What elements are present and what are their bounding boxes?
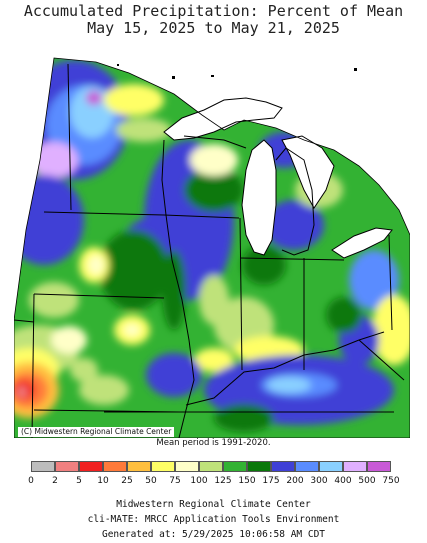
legend-tick-label: 300	[310, 476, 328, 486]
region-outline	[14, 57, 410, 438]
legend-tick-label: 400	[334, 476, 352, 486]
legend-swatch	[247, 461, 271, 472]
legend-tick-label: 10	[97, 476, 109, 486]
footer-generated: Generated at: 5/29/2025 10:06:58 AM CDT	[101, 529, 326, 540]
legend-swatch	[31, 461, 55, 472]
legend-tick-label: 75	[169, 476, 181, 486]
legend-tick-label: 125	[214, 476, 232, 486]
mean-period-note: Mean period is 1991-2020.	[156, 438, 271, 448]
legend-swatch	[199, 461, 223, 472]
legend-tick-label: 25	[121, 476, 133, 486]
legend-tick-label: 100	[190, 476, 208, 486]
legend-swatch	[79, 461, 103, 472]
legend-tick-label: 150	[238, 476, 256, 486]
precipitation-map	[14, 40, 410, 438]
color-legend	[31, 461, 391, 472]
legend-swatch	[175, 461, 199, 472]
legend-swatch	[343, 461, 367, 472]
legend-swatch	[271, 461, 295, 472]
legend-tick-label: 175	[262, 476, 280, 486]
legend-tick-label: 200	[286, 476, 304, 486]
map-title: Accumulated Precipitation: Percent of Me…	[23, 2, 404, 20]
legend-tick-label: 750	[382, 476, 400, 486]
islands	[117, 64, 357, 79]
legend-swatch	[367, 461, 391, 472]
legend-labels: 0 2 5 10 25 50 75 100 125 150 175 200 300 400 500 750	[0, 476, 427, 488]
legend-swatch	[151, 461, 175, 472]
legend-swatch	[295, 461, 319, 472]
legend-swatch	[127, 461, 151, 472]
legend-swatch	[319, 461, 343, 472]
footer-tool: cli-MATE: MRCC Application Tools Environ…	[87, 514, 340, 525]
copyright-notice: (C) Midwestern Regional Climate Center	[18, 427, 175, 437]
legend-swatch	[223, 461, 247, 472]
map-date-range: May 15, 2025 to May 21, 2025	[87, 19, 340, 37]
legend-tick-label: 2	[52, 476, 58, 486]
legend-tick-label: 500	[358, 476, 376, 486]
legend-swatch	[55, 461, 79, 472]
legend-tick-label: 0	[28, 476, 34, 486]
legend-tick-label: 5	[76, 476, 82, 486]
state-boundaries	[14, 63, 405, 438]
legend-tick-label: 50	[145, 476, 157, 486]
footer-organization: Midwestern Regional Climate Center	[116, 499, 311, 510]
legend-swatch	[103, 461, 127, 472]
